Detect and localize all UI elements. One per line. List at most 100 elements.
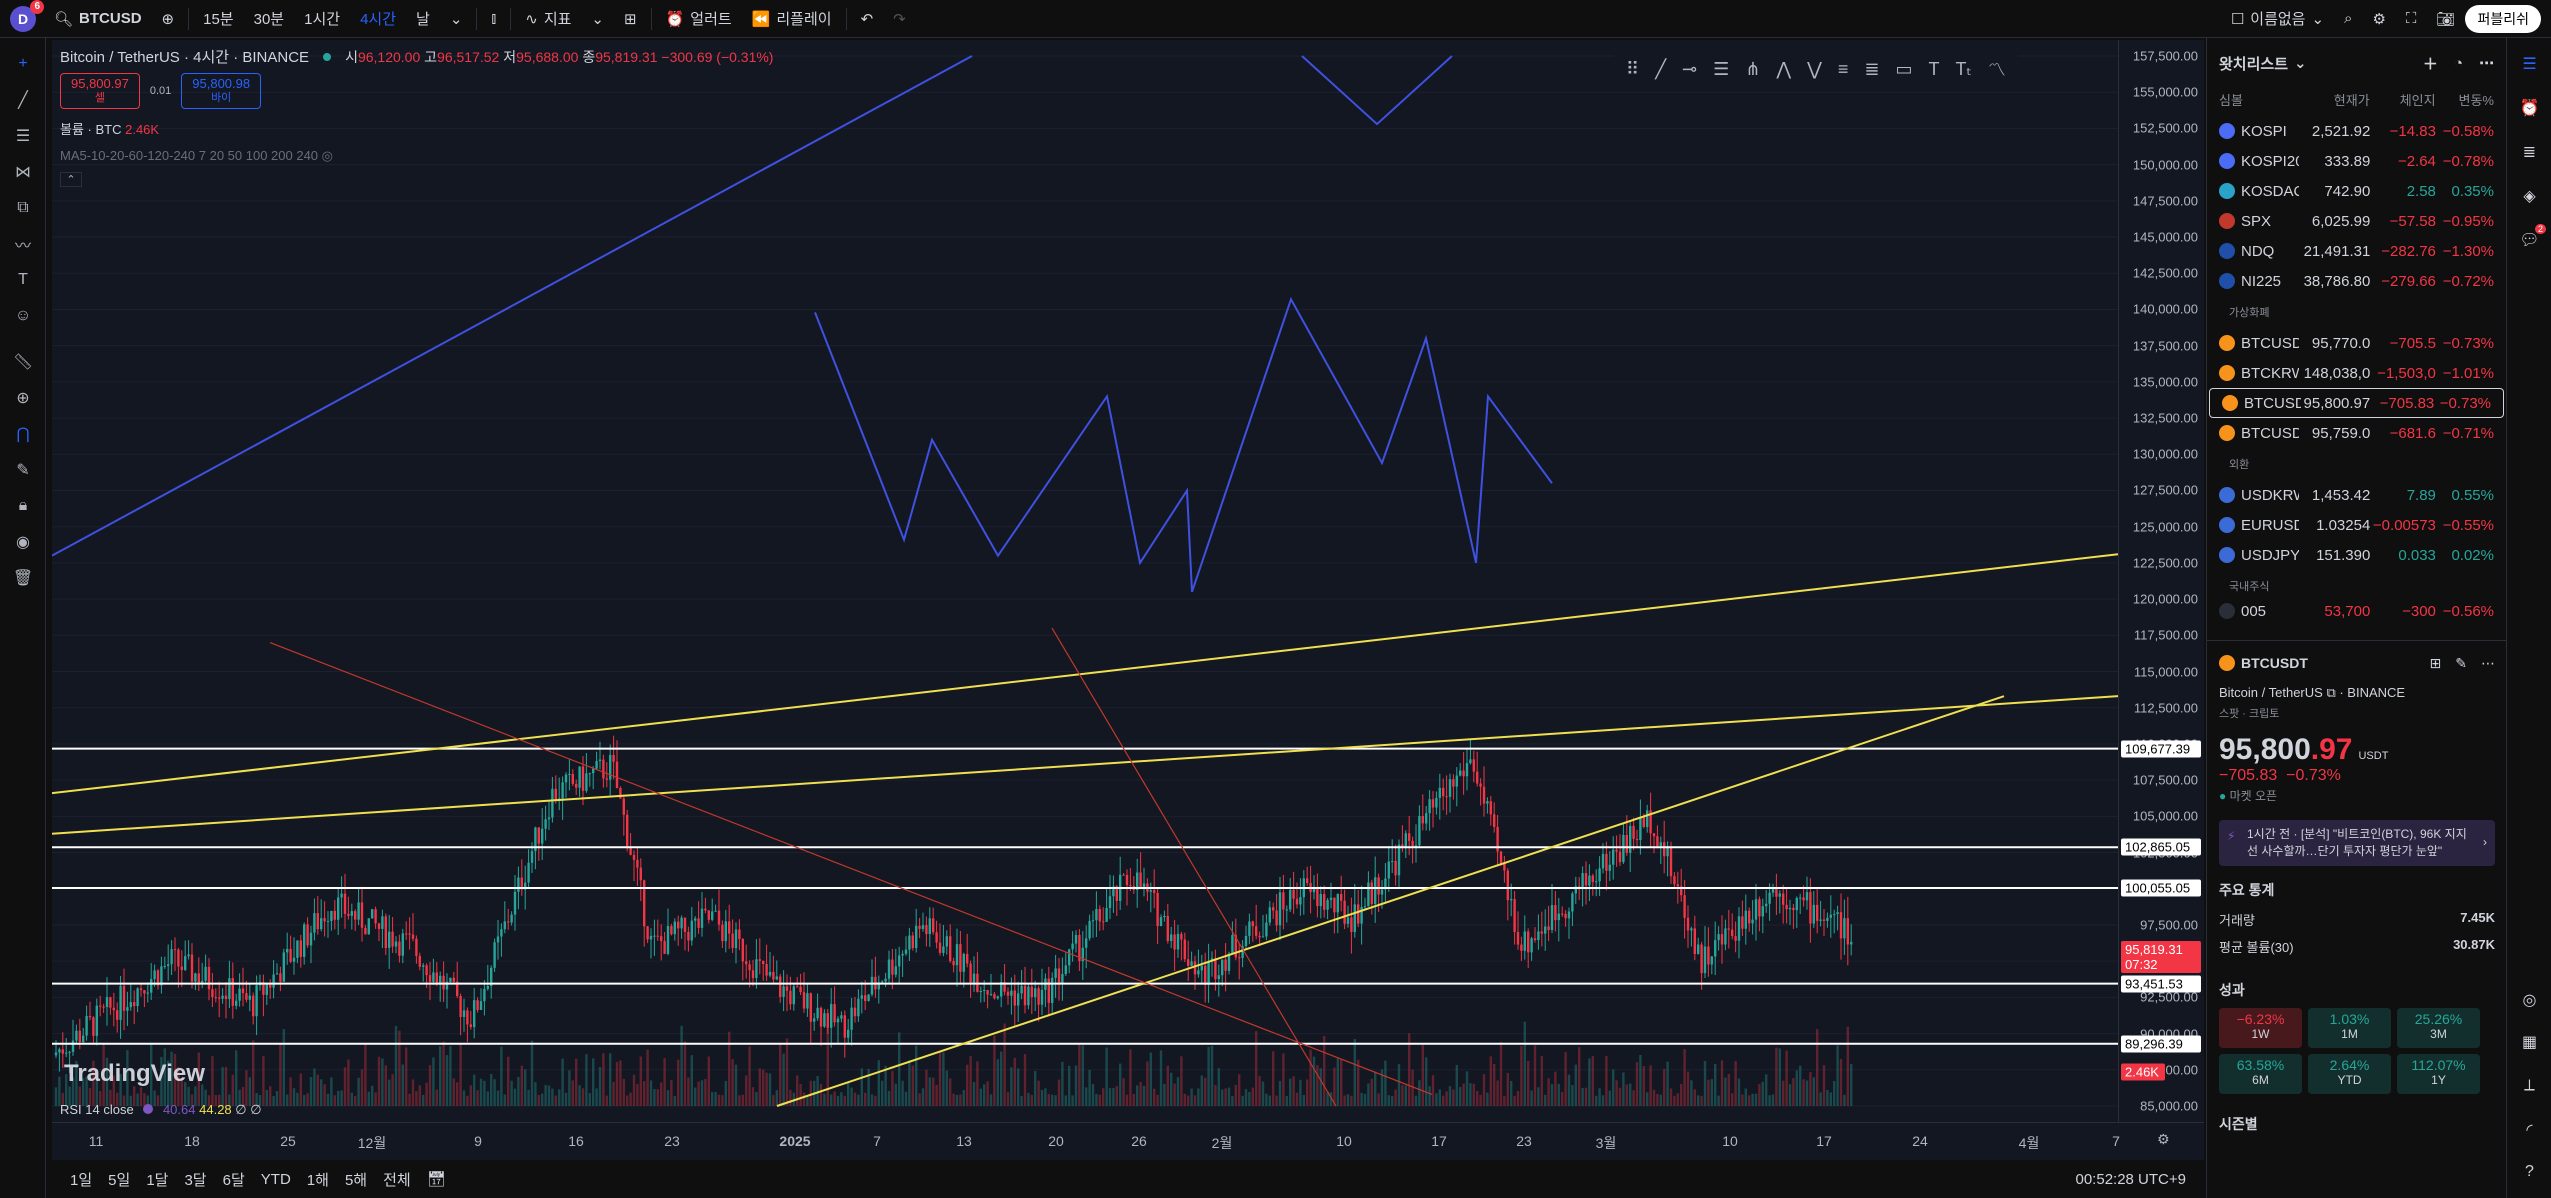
watchlist-row[interactable]: USDKRW 1,453.42 7.89 0.55% (2207, 480, 2506, 510)
alerts-icon[interactable]: ⏰ (2519, 100, 2540, 117)
section-fx[interactable]: 외환 (2229, 459, 2250, 471)
range-5y[interactable]: 5해 (344, 1171, 368, 1189)
calendar-icon[interactable]: ▦ (2521, 1034, 2538, 1051)
edit-icon[interactable]: ✎ (2455, 654, 2467, 671)
watchlist-row[interactable]: NI225 38,786.80 −279.66 −0.72% (2207, 266, 2506, 296)
trendline-icon[interactable]: ╱ (1655, 58, 1667, 79)
external-link-icon[interactable]: ⧉ (2326, 685, 2336, 700)
timeframe-day[interactable]: 날 (406, 0, 440, 38)
timeframe-15m[interactable]: 15분 (193, 0, 244, 38)
object-tree-icon[interactable]: ≣ (2522, 144, 2537, 161)
price-axis[interactable]: 157,500.00 155,000.00 152,500.00 150,000.00… (2118, 40, 2204, 1122)
replay-button[interactable]: ⏪ 리플레이 (742, 0, 842, 38)
fib-retracement-icon[interactable]: ≡ (1837, 58, 1849, 79)
brush-icon[interactable]: 〰 (14, 238, 31, 255)
pine-editor-icon[interactable]: ⟂ (2524, 1077, 2535, 1094)
ruler-icon[interactable]: 📏︎ (12, 354, 34, 371)
watchlist-row[interactable]: KOSDAQ 742.90 2.58 0.35% (2207, 176, 2506, 206)
emoji-icon[interactable]: ☺ (14, 307, 32, 324)
alert-button[interactable]: ⏰ 얼러트 (656, 0, 742, 38)
settings-button[interactable]: ⚙ (2362, 0, 2395, 38)
watchlist-icon[interactable]: ☰ (2522, 56, 2537, 73)
level-price-tag[interactable]: 109,677.39 (2121, 740, 2201, 758)
legend-title[interactable]: Bitcoin / TetherUS · 4시간 · BINANCE (60, 49, 310, 66)
compare-add-button[interactable]: ⊕ (152, 0, 185, 38)
publish-button[interactable]: 퍼블리쉬 (2465, 4, 2541, 33)
zoom-icon[interactable]: ⊕ (16, 390, 30, 407)
lock-drawing-icon[interactable]: ✎ (16, 462, 30, 479)
grid-icon[interactable]: ⊞ (2429, 654, 2442, 671)
layers-icon[interactable]: ◈ (2523, 188, 2536, 205)
help-icon[interactable]: ? (2525, 1163, 2534, 1180)
fullscreen-button[interactable]: ⛶ (2396, 0, 2427, 38)
magnet-icon[interactable]: ⋂ (16, 426, 30, 443)
lock-icon[interactable]: 🔒︎ (18, 497, 28, 514)
timeframe-dropdown[interactable]: ⌄ (440, 0, 473, 38)
pitchfork-icon[interactable]: ⋔ (1745, 58, 1761, 79)
text-size-icon[interactable]: Tₜ (1955, 58, 1972, 79)
watchlist-title[interactable]: 왓치리스트 (2219, 55, 2289, 73)
watchlist-row[interactable]: EURUSD 1.03254 −0.00573 −0.55% (2207, 510, 2506, 540)
watchlist-row[interactable]: BTCUSD 95,759.0 −681.6 −0.71% (2207, 418, 2506, 448)
watchlist-row[interactable]: SPX 6,025.99 −57.58 −0.95% (2207, 206, 2506, 236)
indicator-templates-button[interactable]: ⌄ (581, 0, 614, 38)
perf-tile[interactable]: 25.26% 3M (2397, 1008, 2480, 1048)
buy-button[interactable]: 95,800.98 바이 (181, 73, 262, 109)
timeframe-1h[interactable]: 1시간 (294, 0, 350, 38)
pattern-icon[interactable]: ⋈ (15, 164, 31, 181)
trash-icon[interactable]: 🗑︎ (12, 570, 34, 587)
symbol-search-button[interactable]: 🔍︎ BTCUSD (44, 0, 152, 38)
target-icon[interactable]: ◎ (2522, 992, 2537, 1009)
watchlist-row[interactable]: NDQ 21,491.31 −282.76 −1.30% (2207, 236, 2506, 266)
col-last[interactable]: 현재가 (2333, 92, 2370, 108)
col-symbol[interactable]: 심볼 (2219, 92, 2243, 108)
quick-search-button[interactable]: ⌕ (2334, 0, 2362, 38)
watchlist-row[interactable]: KOSPI200 333.89 −2.64 −0.78% (2207, 146, 2506, 176)
level-price-tag[interactable]: 93,451.53 (2121, 975, 2201, 993)
perf-tile[interactable]: 63.58% 6M (2219, 1054, 2302, 1094)
signal-icon[interactable]: ◜ (2526, 1122, 2533, 1139)
horizontal-ray-icon[interactable]: ⊸ (1682, 58, 1698, 79)
timeframe-30m[interactable]: 30분 (244, 0, 295, 38)
fib-icon[interactable]: ☰ (15, 128, 31, 145)
watchlist-row[interactable]: KOSPI 2,521.92 −14.83 −0.58% (2207, 116, 2506, 146)
fib-extension-icon[interactable]: ≣ (1864, 58, 1880, 79)
parallel-channel-icon[interactable]: ☰ (1713, 58, 1730, 79)
range-5d[interactable]: 5일 (108, 1171, 131, 1189)
level-price-tag[interactable]: 89,296.39 (2121, 1035, 2201, 1053)
section-domestic[interactable]: 국내주식 (2229, 581, 2270, 593)
range-1m[interactable]: 1달 (146, 1171, 169, 1189)
chart-type-button[interactable]: ⫾ (481, 0, 506, 38)
elliott-wave-icon[interactable]: ⋀ (1776, 58, 1792, 79)
date-range-button[interactable]: 📅︎ (419, 1170, 454, 1188)
range-1d[interactable]: 1일 (70, 1171, 93, 1189)
eye-icon[interactable]: ◉ (16, 534, 30, 551)
sell-button[interactable]: 95,800.97 셀 (60, 73, 140, 109)
range-3m[interactable]: 3달 (184, 1171, 207, 1189)
range-ytd[interactable]: YTD (260, 1170, 291, 1188)
undo-button[interactable]: ↶ (851, 0, 884, 38)
range-1y[interactable]: 1해 (306, 1171, 329, 1189)
drag-handle-icon[interactable]: ⠿ (1626, 58, 1640, 79)
col-pct[interactable]: 변동% (2458, 92, 2494, 108)
perf-tile[interactable]: 1.03% 1M (2308, 1008, 2391, 1048)
chat-icon[interactable]: 💬︎ 2 (2507, 218, 2551, 262)
advanced-view-icon[interactable]: ◔ (2453, 54, 2463, 72)
level-price-tag[interactable]: 100,055.05 (2121, 879, 2201, 897)
more-icon[interactable]: ⋯ (2479, 55, 2494, 72)
axis-settings-icon[interactable]: ⚙ (2157, 1131, 2170, 1147)
range-all[interactable]: 전체 (383, 1171, 411, 1189)
wave-icon[interactable]: ⋁ (1807, 58, 1822, 79)
time-axis[interactable]: ⚙ 11 18 25 12월 9 16 23 2025 7 13 20 26 2월 10 17 23 3월 10 1… (52, 1122, 2204, 1160)
level-price-tag[interactable]: 102,865.05 (2121, 838, 2201, 856)
redo-button[interactable]: ↷ (883, 0, 916, 38)
collapse-legend-button[interactable]: ⌃ (60, 172, 82, 187)
text-icon[interactable]: T (1928, 58, 1940, 79)
volume-legend[interactable]: 볼륨 · BTC 2.46K (60, 119, 773, 138)
watchlist-row[interactable]: BTCUSD 95,770.0 −705.5 −0.73% (2207, 328, 2506, 358)
news-card[interactable]: ⚡ 1시간 전 · [분석] "비트코인(BTC), 96K 지지선 사수할까…… (2219, 820, 2495, 866)
layout-grid-button[interactable]: ⊞ (614, 0, 647, 38)
chart-pane[interactable]: TradingView ⠿ ╱ ⊸ ☰ ⋔ ⋀ ⋁ ≡ ≣ ▭ T Tₜ 〽 (52, 40, 2204, 1122)
text-icon[interactable]: T (18, 271, 28, 288)
